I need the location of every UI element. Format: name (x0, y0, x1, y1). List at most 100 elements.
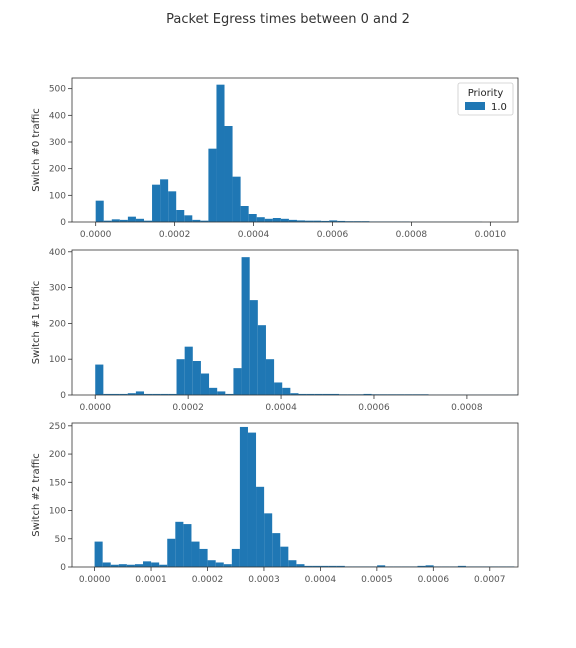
x-tick-label: 0.0004 (305, 575, 337, 585)
histogram-bar (168, 393, 177, 395)
histogram-bar (184, 215, 193, 222)
histogram-bar (151, 562, 160, 567)
histogram-bar (143, 220, 153, 222)
histogram-bar (103, 393, 112, 395)
histogram-bar (223, 564, 232, 567)
histogram-bar (363, 393, 372, 395)
x-tick-label: 0.0006 (317, 230, 349, 240)
x-tick-label: 0.0006 (358, 403, 390, 413)
histogram-bar (417, 565, 426, 567)
histogram-bar (248, 214, 257, 222)
histogram-bar (152, 393, 161, 395)
histogram-bar (208, 148, 217, 222)
subplots: 0.0000 0.0002 0.0004 0.0006 0.0008 0.0010 0 100… (31, 77, 519, 585)
y-tick-label: 250 (49, 422, 66, 432)
x-tick-label: 0.0002 (159, 230, 191, 240)
figure-title: Packet Egress times between 0 and 2 (166, 12, 410, 27)
histogram-bar (331, 393, 340, 395)
y-tick-label: 300 (49, 284, 66, 294)
histogram-bar (143, 561, 152, 567)
histogram-bar (305, 220, 314, 222)
y-tick-label: 50 (55, 535, 67, 545)
histogram-bar (102, 562, 111, 567)
histogram-bar (328, 565, 337, 567)
histogram-bar (233, 368, 242, 395)
histogram-bar (217, 391, 226, 395)
x-tick-label: 0.0005 (361, 575, 393, 585)
histogram-bar (288, 219, 297, 222)
legend-entry-label: 1.0 (491, 102, 507, 113)
histogram-bar (183, 524, 192, 567)
x-tick-label: 0.0002 (192, 575, 224, 585)
histogram-bar (264, 513, 273, 567)
histogram-bar (103, 220, 112, 222)
histogram-bar (95, 200, 104, 222)
histogram-bar (192, 360, 201, 395)
histogram-bar (135, 391, 145, 395)
x-tick-label: 0.0002 (172, 403, 204, 413)
histogram-bar (134, 564, 144, 567)
histogram-bar (135, 218, 144, 222)
x-tick-label: 0.0006 (418, 575, 450, 585)
x-tick-label: 0.0010 (475, 230, 507, 240)
histogram-bar (152, 184, 161, 222)
histogram-bar (159, 564, 168, 567)
y-tick-label: 0 (60, 391, 66, 401)
histogram-bar (232, 176, 241, 222)
histogram-bar (272, 533, 281, 567)
x-tick-label: 0.0000 (79, 403, 111, 413)
legend: Priority 1.0 (457, 82, 514, 116)
histogram-bar (272, 218, 281, 222)
legend-title: Priority (468, 88, 504, 99)
x-tick-label: 0.0000 (80, 230, 112, 240)
histogram-bar (160, 393, 169, 395)
y-tick-label: 500 (49, 85, 66, 95)
y-tick-label: 200 (49, 165, 66, 175)
histogram-bar (111, 393, 120, 395)
x-tick-label: 0.0004 (265, 403, 297, 413)
y-tick-label: 200 (49, 319, 66, 329)
histogram-bar (184, 346, 193, 395)
subplot-1: 0.0000 0.0002 0.0004 0.0006 0.0008 0 100 200 300… (31, 248, 519, 413)
histogram-bar (127, 393, 136, 395)
axes-frame (71, 422, 519, 568)
histogram-bar (216, 84, 225, 222)
histogram-bar (304, 565, 313, 567)
histogram-bar (298, 393, 307, 395)
subplot-0: 0.0000 0.0002 0.0004 0.0006 0.0008 0.0010 0 100… (31, 77, 519, 240)
histogram-bar (240, 206, 249, 222)
x-tick-label: 0.0008 (396, 230, 428, 240)
histogram-bar (282, 387, 291, 395)
histogram-bar (175, 521, 184, 567)
histogram-bar (176, 359, 185, 395)
histogram-bar (296, 564, 305, 567)
histogram-bar (274, 382, 283, 395)
histogram-bar (425, 565, 434, 567)
y-tick-label: 400 (49, 111, 66, 121)
y-tick-label: 400 (49, 248, 66, 258)
histogram-bar (215, 562, 224, 567)
x-tick-label: 0.0004 (238, 230, 270, 240)
histogram-bar (290, 393, 299, 395)
y-tick-label: 100 (49, 507, 66, 517)
histogram-bar (322, 393, 332, 395)
histogram-bar (191, 541, 200, 567)
histogram-bar (119, 219, 128, 222)
histogram-bar (127, 216, 136, 222)
histogram-bar (119, 393, 128, 395)
x-tick-label: 0.0001 (135, 575, 167, 585)
histogram-bar (160, 179, 169, 222)
histogram-bar (321, 220, 330, 222)
histogram-bar (239, 426, 248, 567)
histogram-bars (94, 426, 515, 567)
y-axis-label: Switch #2 traffic (31, 453, 42, 537)
histogram-bar (144, 393, 153, 395)
y-tick-label: 150 (49, 478, 66, 488)
y-axis-label: Switch #1 traffic (31, 281, 42, 365)
histogram-bar (314, 393, 323, 395)
histogram-bar (296, 220, 306, 222)
histogram-bar (118, 564, 127, 567)
y-tick-label: 100 (49, 191, 66, 201)
y-tick-label: 300 (49, 138, 66, 148)
